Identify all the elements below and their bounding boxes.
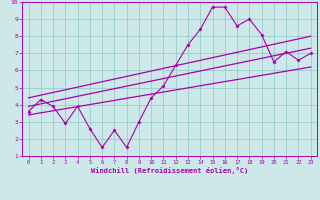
X-axis label: Windchill (Refroidissement éolien,°C): Windchill (Refroidissement éolien,°C) (91, 167, 248, 174)
